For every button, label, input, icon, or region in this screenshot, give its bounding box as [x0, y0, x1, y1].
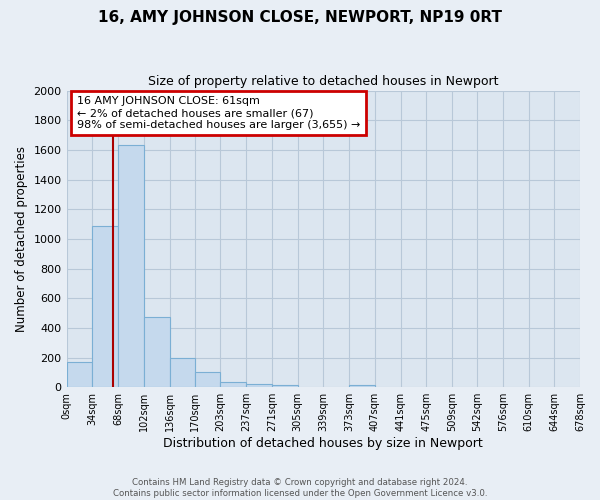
Bar — [272, 385, 298, 387]
Bar — [195, 372, 220, 387]
Bar — [349, 385, 375, 387]
Text: 16 AMY JOHNSON CLOSE: 61sqm
← 2% of detached houses are smaller (67)
98% of semi: 16 AMY JOHNSON CLOSE: 61sqm ← 2% of deta… — [77, 96, 360, 130]
Bar — [67, 362, 92, 387]
Bar — [144, 318, 170, 387]
Bar — [246, 384, 272, 387]
Bar — [220, 382, 246, 387]
Text: 16, AMY JOHNSON CLOSE, NEWPORT, NP19 0RT: 16, AMY JOHNSON CLOSE, NEWPORT, NP19 0RT — [98, 10, 502, 25]
X-axis label: Distribution of detached houses by size in Newport: Distribution of detached houses by size … — [163, 437, 483, 450]
Title: Size of property relative to detached houses in Newport: Size of property relative to detached ho… — [148, 75, 499, 88]
Y-axis label: Number of detached properties: Number of detached properties — [15, 146, 28, 332]
Text: Contains HM Land Registry data © Crown copyright and database right 2024.
Contai: Contains HM Land Registry data © Crown c… — [113, 478, 487, 498]
Bar — [118, 146, 144, 387]
Bar — [92, 226, 118, 387]
Bar — [170, 358, 195, 387]
